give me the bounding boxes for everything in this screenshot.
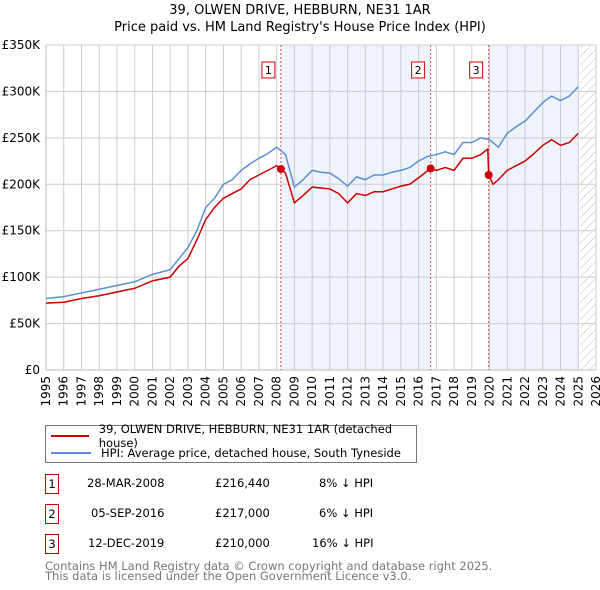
sale-point — [426, 164, 435, 173]
sale-row: 1 28-MAR-2008 £216,440 8% ↓ HPI — [45, 474, 465, 494]
y-tick-label: £200K — [2, 177, 42, 191]
sale-hpi-diff: 8% ↓ HPI — [319, 476, 374, 490]
x-tick-label: 2022 — [518, 376, 532, 407]
x-tick-label: 2009 — [287, 376, 301, 407]
y-tick-label: £350K — [2, 38, 42, 52]
x-tick-label: 2026 — [589, 376, 600, 407]
plot-area: 1995 1996 1997 1998 1999 2000 2001 2002 2003 2004… — [2, 38, 600, 407]
x-tick-label: 2001 — [145, 376, 159, 407]
sale-point — [276, 165, 285, 174]
sale-date: 05-SEP-2016 — [91, 506, 165, 520]
x-tick-label: 2018 — [447, 376, 461, 407]
x-tick-label: 2021 — [500, 376, 514, 407]
chart-title: 39, OLWEN DRIVE, HEBBURN, NE31 1AR — [169, 3, 431, 18]
x-tick-label: 2014 — [376, 376, 390, 407]
x-tick-label: 2023 — [536, 376, 550, 407]
sale-marker-box — [261, 61, 276, 79]
footer-licence: This data is licensed under the Open Gov… — [45, 569, 412, 583]
x-tick-label: 2012 — [341, 376, 355, 407]
sale-marker-label: 1 — [265, 64, 272, 77]
chart-subtitle: Price paid vs. HM Land Registry's House … — [114, 20, 486, 35]
x-tick-label: 1998 — [92, 376, 106, 407]
sale-marker-label: 2 — [415, 64, 422, 77]
x-tick-label: 2016 — [412, 376, 426, 407]
sale-marker-label: 3 — [473, 64, 480, 77]
y-tick-label: £0 — [25, 363, 40, 377]
sale-date: 28-MAR-2008 — [87, 476, 165, 490]
shaded-period — [280, 45, 431, 370]
legend: 39, OLWEN DRIVE, HEBBURN, NE31 1AR (deta… — [45, 422, 417, 463]
shaded-period — [488, 45, 579, 370]
x-tick-label: 2003 — [181, 376, 195, 407]
legend-swatch-blue — [51, 452, 91, 454]
x-tick-label: 2020 — [483, 376, 497, 407]
x-tick-label: 2011 — [323, 376, 337, 407]
sale-price: £210,000 — [215, 536, 270, 550]
forecast-hatch — [580, 45, 596, 370]
sale-price: £217,000 — [215, 506, 270, 520]
legend-item-hpi: HPI: Average price, detached house, Sout… — [51, 445, 401, 461]
y-tick-label: £50K — [9, 317, 41, 331]
sale-hpi-diff: 16% ↓ HPI — [312, 536, 374, 550]
x-tick-label: 2010 — [305, 376, 319, 407]
sale-point — [484, 171, 493, 179]
x-tick-label: 1999 — [110, 376, 124, 407]
sale-hpi-diff: 6% ↓ HPI — [319, 506, 374, 520]
x-tick-label: 2004 — [199, 376, 213, 407]
x-tick-label: 1995 — [39, 376, 53, 407]
x-tick-label: 2006 — [234, 376, 248, 407]
x-tick-label: 2005 — [216, 376, 230, 407]
x-tick-label: 1997 — [74, 376, 88, 407]
legend-label: 39, OLWEN DRIVE, HEBBURN, NE31 1AR (deta… — [98, 422, 393, 450]
sale-marker-box — [411, 61, 426, 79]
x-tick-label: 2008 — [270, 376, 284, 407]
y-tick-label: £150K — [2, 224, 42, 238]
x-tick-label: 2002 — [163, 376, 177, 407]
x-tick-label: 2007 — [252, 376, 266, 407]
sale-row: 2 05-SEP-2016 £217,000 6% ↓ HPI — [45, 504, 465, 524]
sale-marker-badge: 3 — [45, 534, 59, 554]
sale-row: 3 12-DEC-2019 £210,000 16% ↓ HPI — [45, 534, 465, 554]
x-tick-label: 2000 — [128, 376, 142, 407]
hpi-line — [45, 86, 579, 300]
footer-copyright: Contains HM Land Registry data © Crown c… — [45, 559, 493, 573]
x-tick-label: 2025 — [571, 376, 585, 407]
y-tick-label: £250K — [2, 131, 42, 145]
sale-date: 12-DEC-2019 — [88, 536, 165, 550]
price-paid-line — [45, 132, 579, 304]
sale-marker-badge: 2 — [45, 504, 59, 524]
sale-marker-badge: 1 — [45, 474, 59, 494]
sale-marker-box — [469, 61, 484, 79]
legend-item-property: 39, OLWEN DRIVE, HEBBURN, NE31 1AR (deta… — [51, 422, 416, 450]
x-tick-label: 2013 — [358, 376, 372, 407]
x-tick-label: 1996 — [57, 376, 71, 407]
x-tick-label: 2024 — [554, 376, 568, 407]
legend-swatch-red — [51, 435, 89, 437]
y-tick-label: £300K — [2, 84, 42, 98]
x-tick-label: 2017 — [429, 376, 443, 407]
x-tick-label: 2015 — [394, 376, 408, 407]
legend-label: HPI: Average price, detached house, Sout… — [101, 446, 401, 460]
sale-price: £216,440 — [215, 476, 270, 490]
x-tick-label: 2019 — [465, 376, 479, 407]
y-tick-label: £100K — [2, 270, 42, 284]
